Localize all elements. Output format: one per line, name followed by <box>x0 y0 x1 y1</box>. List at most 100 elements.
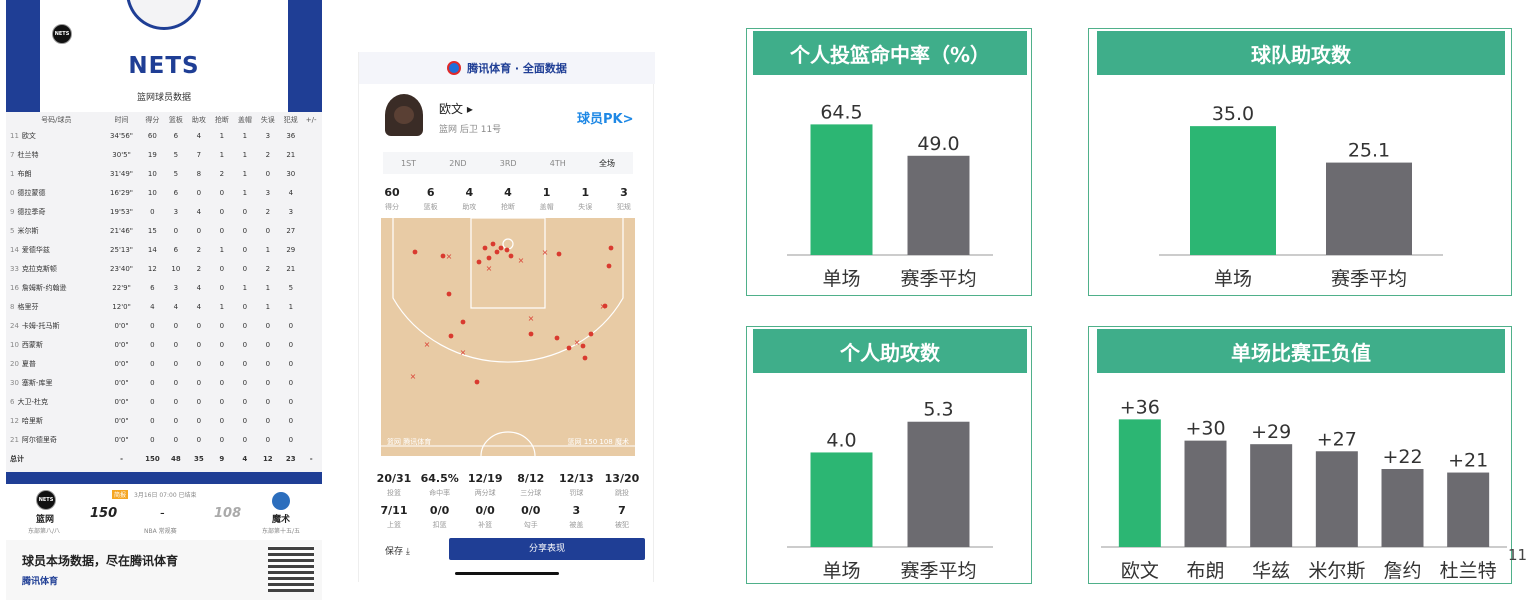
missed-shot-marker: × <box>424 340 431 349</box>
table-cell: 0 <box>242 340 248 349</box>
league-label: NBA 常规赛 <box>144 528 177 535</box>
tab-period[interactable]: 2ND <box>449 158 467 168</box>
table-cell <box>302 259 320 278</box>
score-separator: - <box>160 506 165 521</box>
stat-cell: 1 盖帽 <box>528 186 566 212</box>
table-cell: 4 <box>196 283 202 292</box>
stat-label: 得分 <box>385 203 399 211</box>
player-name[interactable]: 欧文 ▸ <box>439 102 473 116</box>
table-cell: 25'13" <box>110 245 134 254</box>
table-cell: 34'56" <box>110 131 134 140</box>
player-name: 布朗 <box>17 169 32 178</box>
stat-value: 7 <box>618 504 626 517</box>
table-row[interactable]: 30 塞斯-库里 0'0" 0 0 0 0 0 0 0 <box>10 373 320 392</box>
table-row[interactable]: 6 大卫-杜克 0'0" 0 0 0 0 0 0 0 <box>10 392 320 411</box>
category-label: 詹约 <box>1383 560 1421 582</box>
table-cell: 21'46" <box>110 226 134 235</box>
table-cell: 0 <box>242 264 248 273</box>
jersey-number: 24 <box>10 321 19 330</box>
table-cell: 6 <box>173 188 179 197</box>
data-label: 64.5 <box>820 101 862 123</box>
chart-title: 单场比赛正负值 <box>1097 329 1505 373</box>
stat-value: 0/0 <box>475 504 495 517</box>
player-name: 塞斯-库里 <box>21 378 53 387</box>
table-cell: 0 <box>173 226 179 235</box>
made-shot-marker <box>460 319 466 325</box>
table-row[interactable]: 24 卡姆-托马斯 0'0" 0 0 0 0 0 0 0 <box>10 316 320 335</box>
table-cell: 2 <box>196 245 202 254</box>
table-header-cell: 失误 <box>260 116 275 124</box>
home-team-rank: 东部第八/八 <box>28 528 61 535</box>
data-label: +22 <box>1382 446 1422 468</box>
made-shot-marker <box>606 263 612 269</box>
table-row[interactable]: 7 杜兰特 30'5" 19 5 7 1 1 2 21 <box>10 145 320 164</box>
table-cell: 0 <box>219 416 225 425</box>
qr-code-icon[interactable] <box>268 546 314 592</box>
made-shot-marker <box>482 245 488 251</box>
stat-label: 篮板 <box>423 203 438 211</box>
table-cell: 0 <box>173 378 179 387</box>
player-avatar[interactable] <box>385 94 423 136</box>
player-pk-link[interactable]: 球员PK> <box>577 112 634 127</box>
table-row[interactable]: 0 德拉蒙德 16'29" 10 6 0 0 1 3 4 <box>10 183 320 202</box>
table-cell: 0 <box>196 321 202 330</box>
table-cell: 1 <box>242 131 248 140</box>
table-row[interactable]: 9 德拉季奇 19'53" 0 3 4 0 0 2 3 <box>10 202 320 221</box>
tab-period[interactable]: 4TH <box>549 158 566 168</box>
table-cell: 0 <box>242 245 248 254</box>
table-cell: 0 <box>242 416 248 425</box>
chart-personal-assists: 4.0 单场 5.3 赛季平均 <box>787 399 993 582</box>
table-row[interactable]: 12 哈里斯 0'0" 0 0 0 0 0 0 0 <box>10 411 320 430</box>
tab-period[interactable]: 全场 <box>598 158 615 168</box>
stat-value: 8/12 <box>517 472 545 485</box>
table-cell: 1 <box>265 245 271 254</box>
save-button[interactable]: 保存 ⤓ <box>385 547 410 557</box>
table-row[interactable]: 1 布朗 31'49" 10 5 8 2 1 0 30 <box>10 164 320 183</box>
table-cell: 0 <box>150 340 155 349</box>
missed-shot-marker: × <box>528 314 535 323</box>
made-shot-marker <box>602 303 608 309</box>
table-cell <box>302 335 320 354</box>
table-row[interactable]: 11 欧文 34'56" 60 6 4 1 1 3 36 <box>10 126 320 145</box>
player-name: 米尔斯 <box>17 226 39 235</box>
table-cell: 0 <box>219 207 225 216</box>
table-row[interactable]: 10 西蒙斯 0'0" 0 0 0 0 0 0 0 <box>10 335 320 354</box>
table-cell: 0 <box>219 188 225 197</box>
tab-period[interactable]: 3RD <box>499 158 517 168</box>
table-row[interactable]: 21 阿尔德里奇 0'0" 0 0 0 0 0 0 0 <box>10 430 320 449</box>
table-cell: 21 <box>286 264 296 273</box>
table-row[interactable]: 20 夏普 0'0" 0 0 0 0 0 0 0 <box>10 354 320 373</box>
table-cell: 1 <box>242 150 248 159</box>
stat-value: 60 <box>384 186 400 199</box>
stat-value: 13/20 <box>604 472 640 485</box>
table-row[interactable]: 16 詹姆斯-约翰逊 22'9" 6 3 4 0 1 1 5 <box>10 278 320 297</box>
table-cell: 0 <box>196 226 202 235</box>
table-cell: 0'0" <box>114 416 129 425</box>
stat-cell: 1 失误 <box>566 186 604 212</box>
home-indicator <box>455 572 559 575</box>
stat-label: 补篮 <box>478 521 493 529</box>
table-row[interactable]: 33 克拉克斯顿 23'40" 12 10 2 0 0 2 21 <box>10 259 320 278</box>
player-name-cell: 30 塞斯-库里 <box>10 373 103 392</box>
made-shot-marker <box>498 245 504 251</box>
table-row[interactable]: 8 格里芬 12'0" 4 4 4 1 0 1 1 <box>10 297 320 316</box>
table-cell: 0 <box>219 264 225 273</box>
table-row[interactable]: 5 米尔斯 21'46" 15 0 0 0 0 0 27 <box>10 221 320 240</box>
player-name-cell: 20 夏普 <box>10 354 103 373</box>
category-label: 华兹 <box>1252 560 1290 582</box>
player-name: 爱德华兹 <box>21 245 50 254</box>
table-cell: 3 <box>288 207 294 216</box>
table-cell: 10 <box>147 169 157 178</box>
table-cell: 15 <box>147 226 157 235</box>
table-row[interactable]: 14 爱德华兹 25'13" 14 6 2 1 0 1 29 <box>10 240 320 259</box>
tab-period[interactable]: 1ST <box>401 158 417 168</box>
stat-cell: 4 抢断 <box>489 186 527 212</box>
table-cell: 0 <box>242 397 248 406</box>
chart-title: 球队助攻数 <box>1097 31 1505 75</box>
table-cell: 3 <box>173 207 179 216</box>
bar <box>810 124 873 255</box>
stat-value: 7/11 <box>380 504 408 517</box>
share-button[interactable]: 分享表现 <box>449 538 645 560</box>
bar <box>1315 451 1358 547</box>
table-cell: 0 <box>242 435 248 444</box>
